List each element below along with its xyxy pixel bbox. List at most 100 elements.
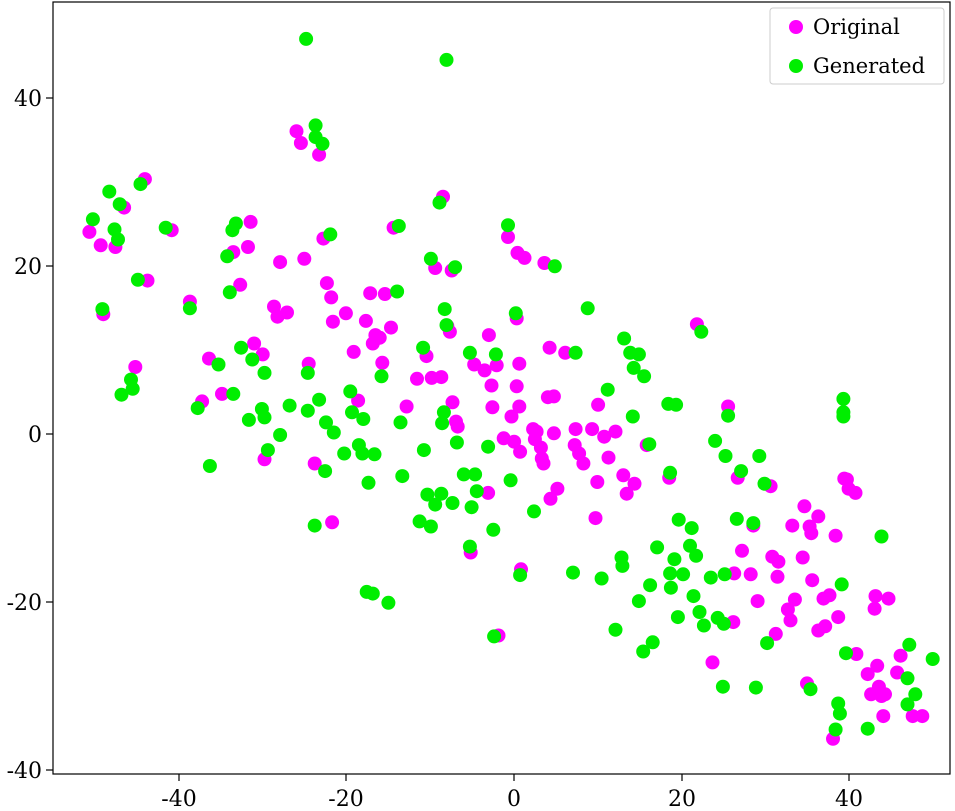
point-generated <box>111 232 125 247</box>
plot-area <box>53 2 950 774</box>
point-original <box>517 250 532 265</box>
point-generated <box>715 679 730 694</box>
point-original <box>293 136 308 150</box>
point-generated <box>468 467 483 482</box>
point-generated <box>703 570 718 585</box>
point-generated <box>748 680 763 695</box>
point-original <box>467 357 482 372</box>
point-generated <box>299 31 314 46</box>
point-original <box>399 399 414 414</box>
point-generated <box>667 552 682 567</box>
point-original <box>795 550 810 565</box>
point-original <box>542 340 557 355</box>
point-original <box>771 554 786 569</box>
point-generated <box>631 347 646 362</box>
point-generated <box>211 357 226 372</box>
point-original <box>324 290 339 305</box>
point-generated <box>684 521 699 536</box>
point-original <box>241 240 255 254</box>
point-original <box>325 314 340 329</box>
point-generated <box>437 302 452 317</box>
points-layer <box>82 31 940 746</box>
point-original <box>849 647 864 661</box>
point-generated <box>260 443 275 458</box>
point-original <box>481 485 496 500</box>
point-original <box>325 515 340 530</box>
point-original <box>445 395 460 410</box>
point-generated <box>133 177 148 192</box>
point-generated <box>226 386 241 401</box>
point-original <box>750 594 765 609</box>
x-tick-label: -40 <box>161 787 196 811</box>
point-generated <box>663 566 678 581</box>
point-generated <box>355 446 370 461</box>
point-generated <box>257 365 272 380</box>
point-original <box>818 619 833 634</box>
point-original <box>797 499 812 514</box>
point-generated <box>925 652 940 666</box>
point-generated <box>323 227 338 242</box>
point-generated <box>828 722 843 737</box>
point-original <box>915 709 930 724</box>
point-generated <box>257 410 272 425</box>
point-original <box>881 591 896 606</box>
point-original <box>591 397 606 412</box>
point-generated <box>412 514 427 529</box>
point-original <box>375 355 390 370</box>
point-original <box>128 360 143 374</box>
point-generated <box>718 449 733 463</box>
point-generated <box>839 646 853 661</box>
point-original <box>558 345 573 360</box>
point-generated <box>428 497 443 512</box>
point-generated <box>689 548 704 563</box>
point-generated <box>282 398 297 413</box>
point-generated <box>381 595 396 610</box>
point-generated <box>300 365 315 380</box>
point-generated <box>312 392 327 407</box>
point-generated <box>836 391 851 406</box>
y-tick-label: -40 <box>7 759 42 784</box>
point-generated <box>721 408 736 423</box>
point-generated <box>190 401 205 416</box>
point-original <box>358 313 373 328</box>
point-generated <box>643 578 658 593</box>
point-generated <box>617 331 632 346</box>
point-generated <box>202 459 217 473</box>
point-generated <box>130 272 145 287</box>
x-tick-label: 0 <box>507 787 521 811</box>
point-original <box>627 476 642 491</box>
point-generated <box>326 425 341 440</box>
legend-box <box>769 7 945 85</box>
point-original <box>346 344 361 359</box>
point-original <box>504 409 519 424</box>
y-tick-label: 40 <box>14 87 42 112</box>
point-original <box>568 422 583 437</box>
point-original <box>735 543 749 558</box>
point-original <box>831 610 846 625</box>
point-generated <box>757 476 772 491</box>
point-generated <box>241 412 256 427</box>
point-original <box>484 378 499 393</box>
point-original <box>273 255 288 270</box>
point-generated <box>416 340 431 355</box>
point-original <box>743 567 758 582</box>
point-generated <box>245 352 260 367</box>
point-original <box>489 358 504 373</box>
point-generated <box>308 118 323 133</box>
point-generated <box>367 447 382 462</box>
point-generated <box>760 636 775 651</box>
point-generated <box>423 519 438 534</box>
point-generated <box>600 382 615 397</box>
x-axis: -40 -20 0 20 40 <box>161 774 863 811</box>
point-original <box>601 450 616 465</box>
point-original <box>338 306 353 321</box>
point-original <box>485 400 500 415</box>
point-original <box>509 379 524 394</box>
point-generated <box>650 540 665 555</box>
point-original <box>255 347 270 362</box>
point-original <box>529 424 544 439</box>
point-generated <box>696 618 711 633</box>
point-generated <box>300 403 315 418</box>
plot-frame <box>52 1 951 775</box>
point-generated <box>435 416 450 431</box>
